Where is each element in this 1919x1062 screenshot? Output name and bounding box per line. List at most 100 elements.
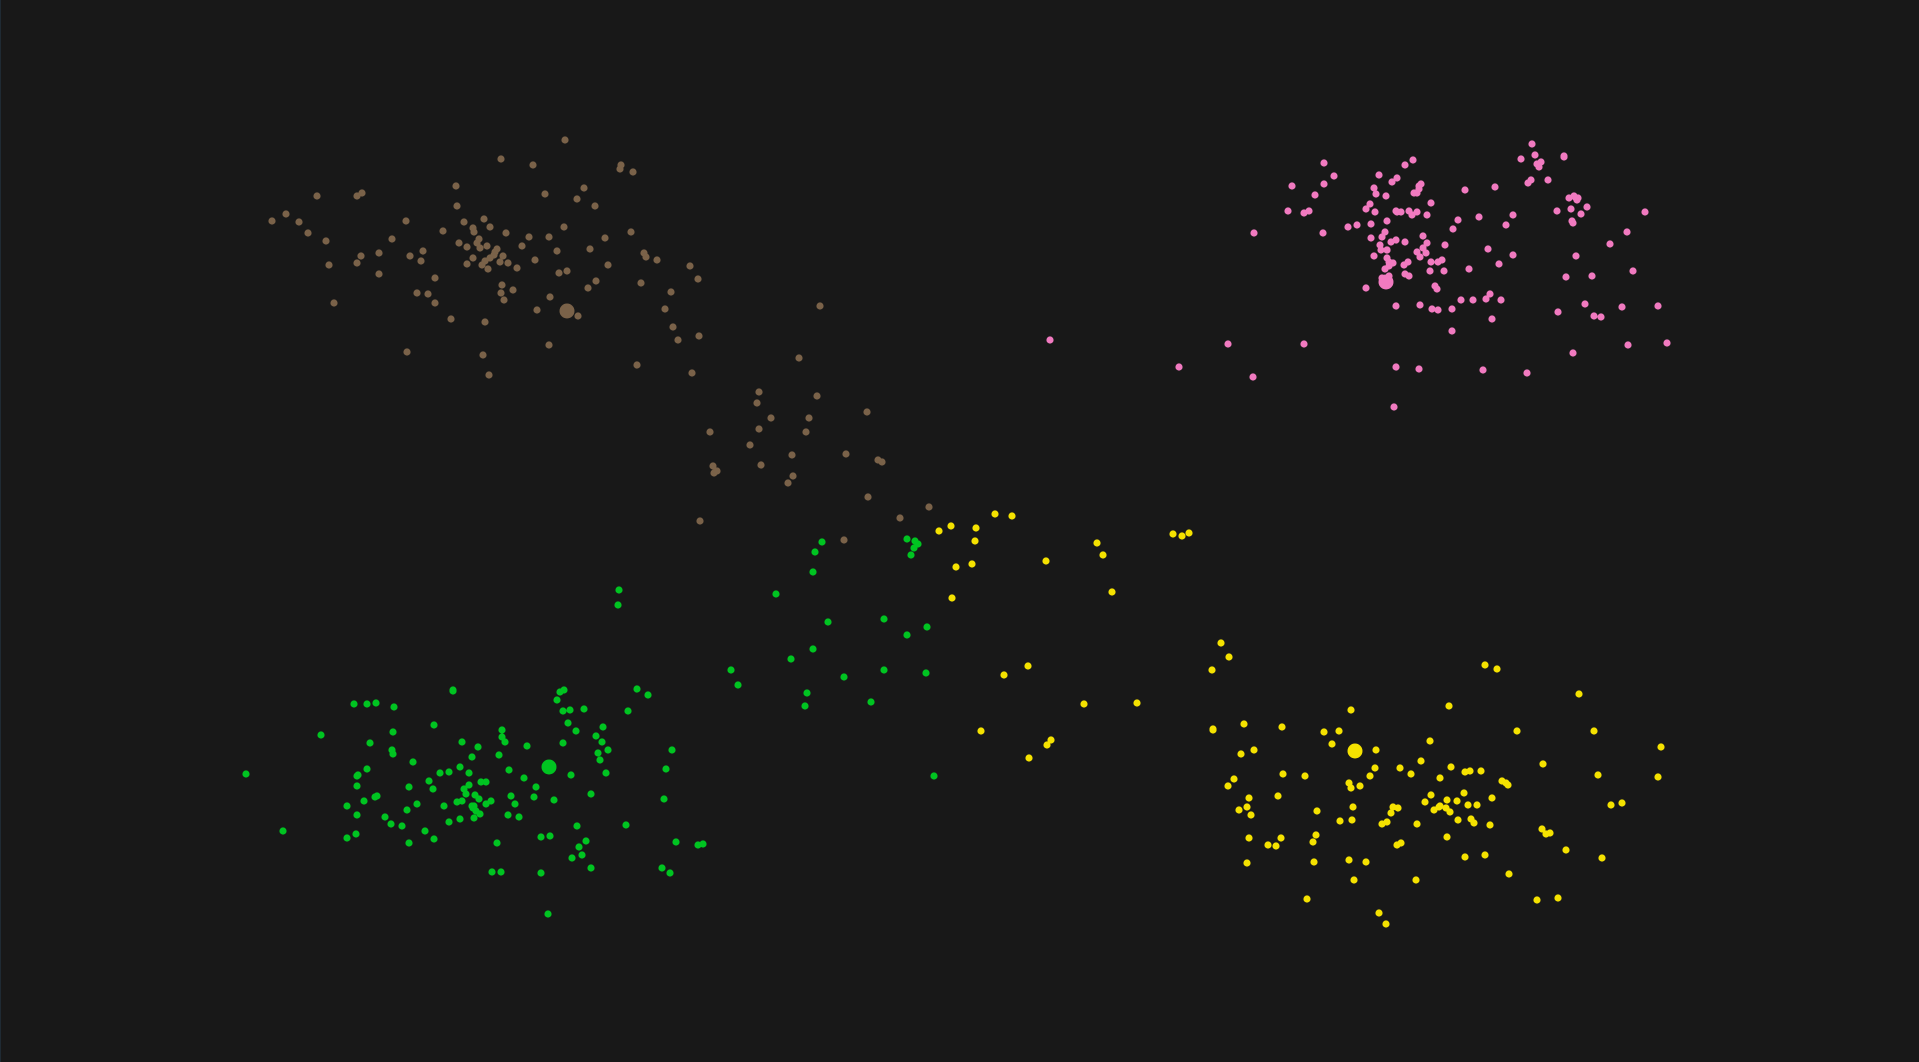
data-point <box>424 290 432 298</box>
data-point <box>1370 184 1378 192</box>
data-point <box>1401 270 1409 278</box>
data-point <box>1446 808 1454 816</box>
data-point <box>1618 303 1626 311</box>
data-point <box>488 868 496 876</box>
data-point <box>1486 821 1494 829</box>
data-point <box>493 839 501 847</box>
data-point <box>1288 182 1296 190</box>
data-point <box>1531 151 1539 159</box>
data-point <box>591 202 599 210</box>
data-point <box>1385 258 1393 266</box>
data-point <box>1392 363 1400 371</box>
data-point <box>523 742 531 750</box>
data-point <box>545 233 553 241</box>
data-point <box>1230 775 1238 783</box>
data-point <box>1624 341 1632 349</box>
data-point <box>669 323 677 331</box>
data-point <box>1440 267 1448 275</box>
data-point <box>1375 171 1383 179</box>
data-point <box>1277 834 1285 842</box>
data-point <box>1178 532 1186 540</box>
data-point <box>1387 809 1395 817</box>
data-point <box>1654 773 1662 781</box>
data-point <box>1461 853 1469 861</box>
data-point <box>463 260 471 268</box>
data-point <box>1502 221 1510 229</box>
data-point <box>1344 223 1352 231</box>
data-point <box>1319 229 1327 237</box>
data-point <box>1426 737 1434 745</box>
data-point <box>694 275 702 283</box>
data-point <box>470 228 478 236</box>
data-point <box>1224 782 1232 790</box>
data-point <box>502 229 510 237</box>
data-point <box>1169 530 1177 538</box>
data-point <box>1274 792 1282 800</box>
data-point <box>354 771 362 779</box>
data-point <box>304 229 312 237</box>
data-point <box>1249 373 1257 381</box>
data-point <box>402 217 410 225</box>
data-point <box>573 822 581 830</box>
data-point <box>977 727 985 735</box>
data-point <box>468 802 476 810</box>
data-point <box>1594 771 1602 779</box>
centroid-marker <box>559 303 575 319</box>
data-point <box>564 719 572 727</box>
data-point <box>622 821 630 829</box>
data-point <box>439 227 447 235</box>
data-point <box>268 217 276 225</box>
data-point <box>1347 706 1355 714</box>
data-point <box>809 568 817 576</box>
data-point <box>563 267 571 275</box>
data-point <box>469 254 477 262</box>
data-point <box>1320 180 1328 188</box>
data-point <box>1099 551 1107 559</box>
data-point <box>1438 256 1446 264</box>
data-point <box>455 239 463 247</box>
data-point <box>537 869 545 877</box>
data-point <box>425 777 433 785</box>
centroid-marker <box>1378 274 1394 290</box>
data-point <box>706 428 714 436</box>
data-point <box>1387 238 1395 246</box>
series-3 <box>935 510 1665 928</box>
data-point <box>1272 842 1280 850</box>
data-point <box>1405 207 1413 215</box>
data-point <box>1372 746 1380 754</box>
data-point <box>772 590 780 598</box>
data-point <box>295 218 303 226</box>
data-point <box>604 746 612 754</box>
data-point <box>325 261 333 269</box>
data-point <box>479 351 487 359</box>
data-point <box>366 739 374 747</box>
data-point <box>787 655 795 663</box>
data-point <box>553 247 561 255</box>
data-point <box>914 540 922 548</box>
data-point <box>560 223 568 231</box>
data-point <box>688 369 696 377</box>
data-point <box>1371 764 1379 772</box>
data-point <box>1449 225 1457 233</box>
data-point <box>1366 772 1374 780</box>
data-point <box>1047 736 1055 744</box>
data-point <box>452 182 460 190</box>
data-point <box>1477 767 1485 775</box>
data-point <box>627 228 635 236</box>
data-point <box>429 785 437 793</box>
data-point <box>840 673 848 681</box>
data-point <box>546 293 554 301</box>
series-2 <box>242 535 938 918</box>
data-point <box>1491 183 1499 191</box>
data-point <box>363 765 371 773</box>
data-point <box>1517 155 1525 163</box>
data-point <box>1537 158 1545 166</box>
data-point <box>1401 161 1409 169</box>
data-point <box>1445 702 1453 710</box>
data-point <box>358 189 366 197</box>
data-point <box>1367 234 1375 242</box>
data-point <box>1000 671 1008 679</box>
data-point <box>592 277 600 285</box>
data-point <box>1336 817 1344 825</box>
